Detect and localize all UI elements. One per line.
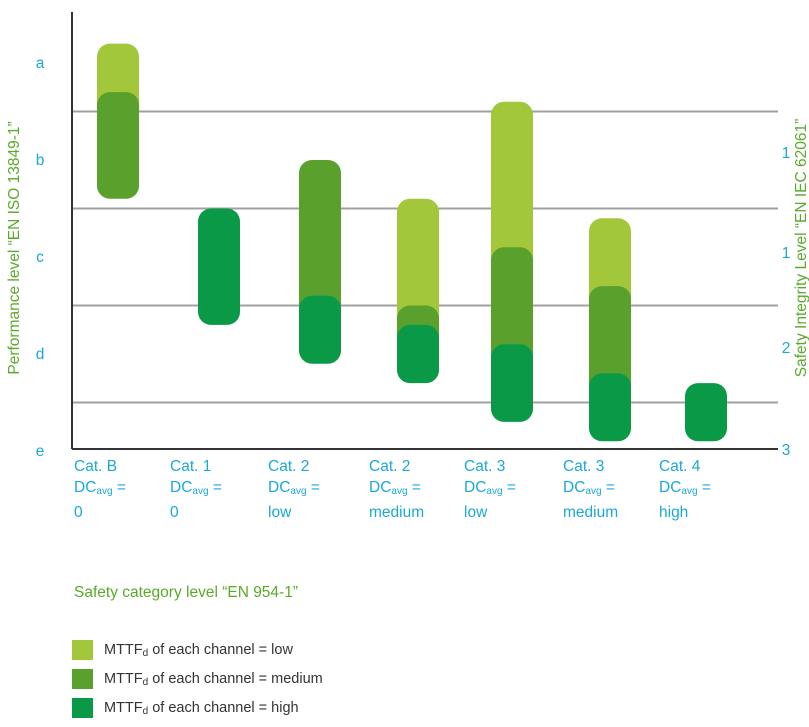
dc-label: DCavg = — [74, 479, 126, 497]
legend-label: MTTFd of each channel = medium — [104, 670, 323, 688]
left-tick-label: e — [36, 443, 45, 460]
chart-area: a b c d e 1 1 2 3 Performance level “EN ISO 13849… — [6, 12, 809, 460]
category-name: Cat. 2 — [369, 458, 411, 475]
category-name: Cat. 4 — [659, 458, 701, 475]
legend: MTTFd of each channel = low MTTFd of each… — [72, 640, 323, 727]
dc-value: low — [464, 504, 488, 521]
right-tick-label: 1 — [782, 245, 791, 262]
x-axis-title: Safety category level “EN 954-1” — [74, 584, 298, 601]
dc-value: medium — [563, 504, 619, 521]
left-tick-label: b — [36, 152, 45, 169]
legend-swatch — [72, 698, 93, 718]
right-tick-label: 3 — [782, 442, 791, 459]
dc-label: DCavg = — [369, 479, 421, 497]
category-label: Cat. 2 DCavg = medium — [369, 456, 464, 523]
legend-label: MTTFd of each channel = high — [104, 699, 299, 717]
dc-value: high — [659, 504, 689, 521]
right-tick-label: 2 — [782, 340, 791, 357]
legend-swatch — [72, 669, 93, 689]
bar-high — [397, 324, 439, 384]
category-label: Cat. 4 DCavg = high — [659, 456, 754, 523]
bar-high — [491, 344, 533, 422]
dc-label: DCavg = — [563, 479, 615, 497]
legend-label: MTTFd of each channel = low — [104, 641, 293, 659]
dc-value: 0 — [74, 504, 83, 521]
left-tick-label: c — [36, 249, 44, 266]
category-name: Cat. 2 — [268, 458, 310, 475]
legend-item-medium: MTTFd of each channel = medium — [72, 669, 323, 689]
category-name: Cat. 3 — [563, 458, 605, 475]
bar-medium — [97, 92, 139, 199]
dc-value: low — [268, 504, 292, 521]
left-axis-title: Performance level “EN ISO 13849-1” — [6, 121, 23, 374]
legend-item-low: MTTFd of each channel = low — [72, 640, 323, 660]
category-name: Cat. B — [74, 458, 118, 475]
legend-swatch — [72, 640, 93, 660]
category-label: Cat. 1 DCavg = 0 — [170, 456, 265, 523]
bar-high — [589, 373, 631, 442]
bar-high — [685, 383, 727, 442]
category-name: Cat. 1 — [170, 458, 212, 475]
legend-item-high: MTTFd of each channel = high — [72, 698, 323, 718]
dc-label: DCavg = — [268, 479, 320, 497]
bar-high — [299, 295, 341, 364]
left-tick-label: d — [36, 346, 45, 363]
bar-medium — [299, 160, 341, 325]
left-tick-label: a — [36, 55, 45, 72]
dc-value: 0 — [170, 504, 179, 521]
category-name: Cat. 3 — [464, 458, 506, 475]
category-label: Cat. 2 DCavg = low — [268, 456, 363, 523]
category-label: Cat. 3 DCavg = low — [464, 456, 559, 523]
category-label: Cat. 3 DCavg = medium — [563, 456, 658, 523]
bar-high — [198, 208, 240, 325]
dc-label: DCavg = — [464, 479, 516, 497]
dc-label: DCavg = — [170, 479, 222, 497]
category-label: Cat. B DCavg = 0 — [74, 456, 169, 523]
right-axis-title: Safety Integrity Level “EN IEC 62061” — [793, 119, 809, 377]
dc-value: medium — [369, 504, 425, 521]
dc-label: DCavg = — [659, 479, 711, 497]
right-tick-label: 1 — [782, 145, 791, 162]
